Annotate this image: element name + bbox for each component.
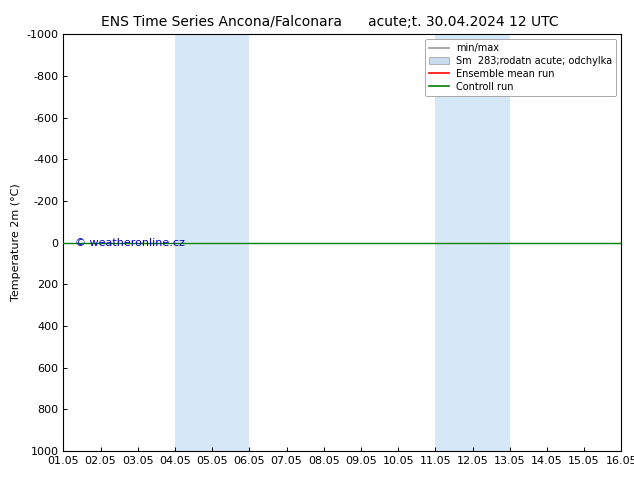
Bar: [175, 34, 249, 451]
Text: © weatheronline.cz: © weatheronline.cz: [75, 238, 184, 247]
Bar: [436, 34, 510, 451]
Text: ENS Time Series Ancona/Falconara: ENS Time Series Ancona/Falconara: [101, 15, 342, 29]
Legend: min/max, Sm  283;rodatn acute; odchylka, Ensemble mean run, Controll run: min/max, Sm 283;rodatn acute; odchylka, …: [425, 39, 616, 96]
Text: acute;t. 30.04.2024 12 UTC: acute;t. 30.04.2024 12 UTC: [368, 15, 558, 29]
Y-axis label: Temperature 2m (°C): Temperature 2m (°C): [11, 184, 21, 301]
